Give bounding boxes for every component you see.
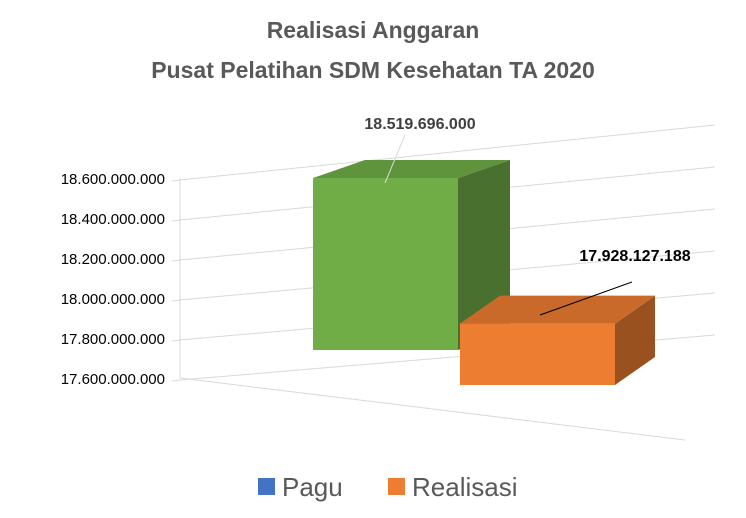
tick-mark bbox=[171, 219, 181, 222]
legend-label: Pagu bbox=[282, 472, 343, 502]
legend-swatch bbox=[388, 478, 405, 495]
tick-mark bbox=[171, 259, 181, 262]
bar-top bbox=[313, 160, 510, 179]
leader-line bbox=[539, 281, 633, 316]
y-tick-label: 18.200.000.000 bbox=[61, 251, 165, 268]
chart-title: Realisasi Anggaran bbox=[267, 17, 480, 43]
tick-mark bbox=[171, 379, 181, 382]
tick-mark bbox=[171, 179, 181, 182]
bar bbox=[313, 178, 458, 350]
grid-line bbox=[179, 124, 716, 181]
y-tick-label: 17.600.000.000 bbox=[61, 371, 165, 388]
legend-swatch bbox=[258, 478, 275, 495]
bar bbox=[460, 323, 615, 385]
legend-label: Realisasi bbox=[412, 472, 518, 502]
y-tick-label: 18.600.000.000 bbox=[61, 171, 165, 188]
data-label: 17.928.127.188 bbox=[579, 248, 690, 265]
floor-edge bbox=[179, 377, 686, 441]
chart-title: Pusat Pelatihan SDM Kesehatan TA 2020 bbox=[151, 57, 595, 83]
bar-top bbox=[460, 295, 655, 324]
leader-line bbox=[384, 134, 406, 184]
y-tick-label: 17.800.000.000 bbox=[61, 331, 165, 348]
y-tick-label: 18.000.000.000 bbox=[61, 291, 165, 308]
data-label: 18.519.696.000 bbox=[364, 116, 475, 133]
tick-mark bbox=[171, 339, 181, 342]
y-tick-label: 18.400.000.000 bbox=[61, 211, 165, 228]
tick-mark bbox=[171, 299, 181, 302]
bar-side bbox=[615, 295, 655, 385]
